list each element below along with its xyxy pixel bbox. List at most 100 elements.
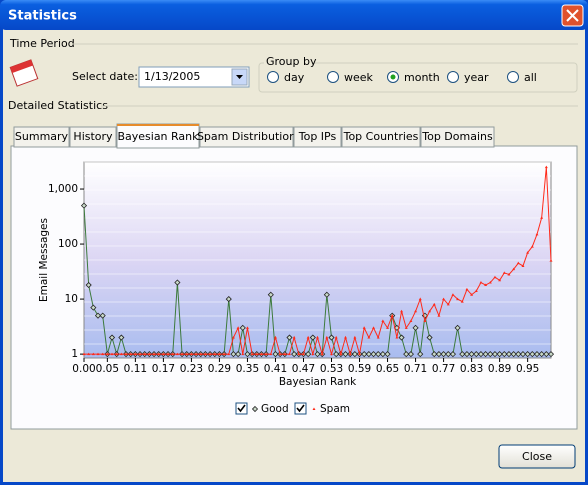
point xyxy=(143,352,147,356)
tab[interactable]: Bayesian Rank xyxy=(116,123,200,149)
point xyxy=(533,351,541,358)
radio-option[interactable]: week xyxy=(327,71,374,84)
point xyxy=(323,291,330,298)
point xyxy=(328,334,335,341)
x-axis-title: Bayesian Rank xyxy=(279,376,357,388)
radio-label: month xyxy=(404,71,440,84)
point xyxy=(540,216,544,219)
point xyxy=(372,326,376,329)
radio-option[interactable]: all xyxy=(507,71,537,84)
x-tick-label: 0.41 xyxy=(264,363,287,375)
point xyxy=(460,300,464,303)
point xyxy=(524,351,531,358)
x-tick-label: 0.23 xyxy=(180,363,203,375)
point xyxy=(529,351,536,358)
point xyxy=(250,352,254,356)
legend-item[interactable]: Good xyxy=(235,402,289,415)
field-label: Select date: xyxy=(72,70,138,83)
point xyxy=(189,352,193,356)
point xyxy=(432,302,436,306)
point xyxy=(515,351,522,358)
point xyxy=(272,351,279,358)
point xyxy=(521,264,525,267)
date-combo[interactable]: 1/13/2005 xyxy=(138,66,250,88)
y-axis-title: Email Messages xyxy=(38,218,50,302)
x-tick-label: 0.17 xyxy=(152,363,175,375)
close-window-button[interactable] xyxy=(561,4,584,27)
point xyxy=(230,351,237,358)
point xyxy=(351,351,358,358)
tab[interactable]: Top IPs xyxy=(293,126,342,148)
tab[interactable]: Spam Distribution xyxy=(197,126,296,148)
point xyxy=(428,309,432,313)
tab[interactable]: History xyxy=(69,126,117,148)
point xyxy=(501,351,508,358)
point xyxy=(477,351,485,358)
point xyxy=(80,202,88,209)
point xyxy=(384,351,391,358)
point xyxy=(339,352,343,356)
tab-bg xyxy=(341,126,421,148)
legend-item[interactable]: Spam xyxy=(294,402,350,415)
point xyxy=(454,324,461,331)
radio-option[interactable]: year xyxy=(447,71,490,84)
point xyxy=(325,336,329,339)
point xyxy=(152,352,156,356)
point xyxy=(376,336,380,339)
window-title: Statistics xyxy=(8,9,77,24)
group-label: Group by xyxy=(266,55,317,68)
point xyxy=(510,351,517,358)
radio xyxy=(327,71,339,83)
tab-bg xyxy=(199,126,294,148)
point xyxy=(400,309,404,313)
point xyxy=(222,352,226,356)
point xyxy=(292,336,296,339)
point xyxy=(157,352,161,356)
point xyxy=(543,351,550,358)
x-tick-label: 0.83 xyxy=(460,363,483,375)
point xyxy=(519,351,527,358)
point xyxy=(269,352,273,356)
point xyxy=(320,352,324,356)
point xyxy=(241,352,245,356)
point xyxy=(273,336,277,339)
radio-option[interactable]: day xyxy=(267,71,305,84)
point xyxy=(544,165,548,169)
point xyxy=(217,352,221,356)
tab-label: History xyxy=(73,130,113,143)
point xyxy=(431,351,438,358)
point xyxy=(414,309,418,313)
tab[interactable]: Top Countries xyxy=(341,126,421,148)
point xyxy=(297,352,301,356)
point xyxy=(119,352,123,356)
close-button[interactable]: Close xyxy=(498,444,576,469)
point xyxy=(316,336,319,339)
point xyxy=(417,351,424,358)
point xyxy=(342,351,349,358)
tab-label: Top Domains xyxy=(421,130,493,143)
point xyxy=(203,352,207,356)
tab[interactable]: Summary xyxy=(13,126,70,148)
point xyxy=(446,302,450,306)
point xyxy=(330,352,334,356)
x-tick-label: 0.95 xyxy=(516,363,539,375)
point xyxy=(161,352,165,356)
calendar-icon xyxy=(9,59,39,87)
section-label: Detailed Statistics xyxy=(8,99,108,112)
x-tick-label: 0.11 xyxy=(124,363,147,375)
point xyxy=(512,267,516,271)
point xyxy=(231,336,235,339)
point xyxy=(395,336,399,339)
legend-marker xyxy=(251,405,259,413)
x-tick-label: 0.59 xyxy=(348,363,371,375)
point xyxy=(482,351,489,358)
point xyxy=(386,326,390,329)
radio xyxy=(447,71,459,83)
point xyxy=(470,293,474,296)
radio-option[interactable]: month xyxy=(387,71,440,84)
point xyxy=(110,352,114,356)
tab[interactable]: Top Domains xyxy=(420,126,495,148)
point xyxy=(404,326,408,329)
point xyxy=(435,351,442,358)
x-tick-label: 0.77 xyxy=(432,363,455,375)
